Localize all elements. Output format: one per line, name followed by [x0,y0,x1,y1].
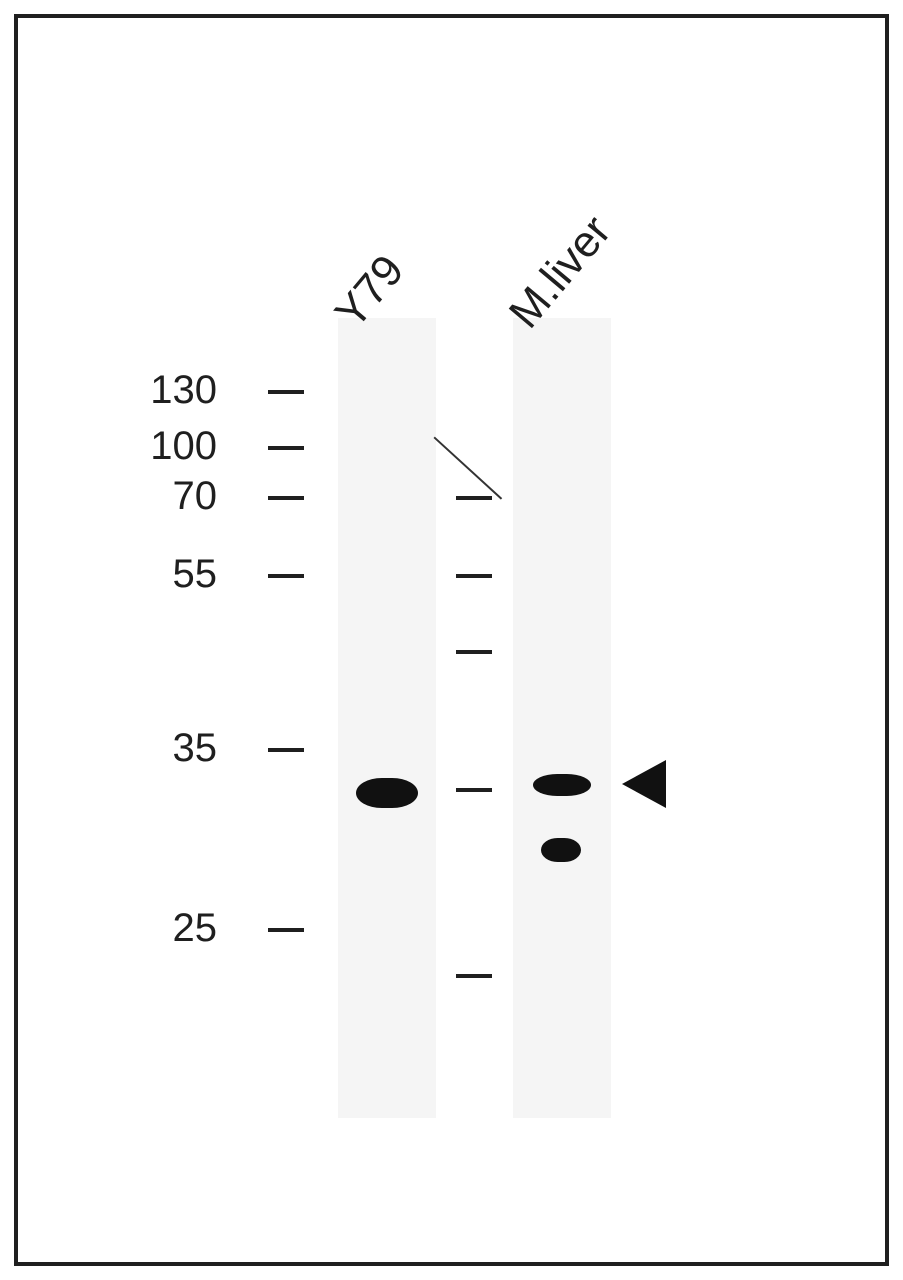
band-lane2-2 [541,838,581,862]
mw-tick-mid-2 [456,574,492,578]
mw-tick-mid-3 [456,650,492,654]
mw-tick-left-35 [268,748,304,752]
blot-lane-y79 [338,318,436,1118]
mw-label-25: 25 [173,906,218,951]
figure-frame: Y79 M.liver 130 100 70 55 35 25 [14,14,889,1266]
mw-label-70: 70 [173,474,218,519]
mw-tick-left-55 [268,574,304,578]
mw-tick-mid-5 [456,974,492,978]
mw-tick-left-25 [268,928,304,932]
mw-label-130: 130 [150,368,217,413]
mw-label-55: 55 [173,552,218,597]
mw-tick-mid-4 [456,788,492,792]
artifact-line [18,18,885,1262]
band-lane1-1 [356,778,418,808]
mw-label-100: 100 [150,424,217,469]
mw-label-35: 35 [173,726,218,771]
blot-lane-mliver [513,318,611,1118]
mw-tick-left-100 [268,446,304,450]
mw-tick-mid-1 [456,496,492,500]
band-lane2-1 [533,774,591,796]
mw-tick-left-70 [268,496,304,500]
target-band-arrow-icon [622,760,666,808]
mw-tick-left-130 [268,390,304,394]
